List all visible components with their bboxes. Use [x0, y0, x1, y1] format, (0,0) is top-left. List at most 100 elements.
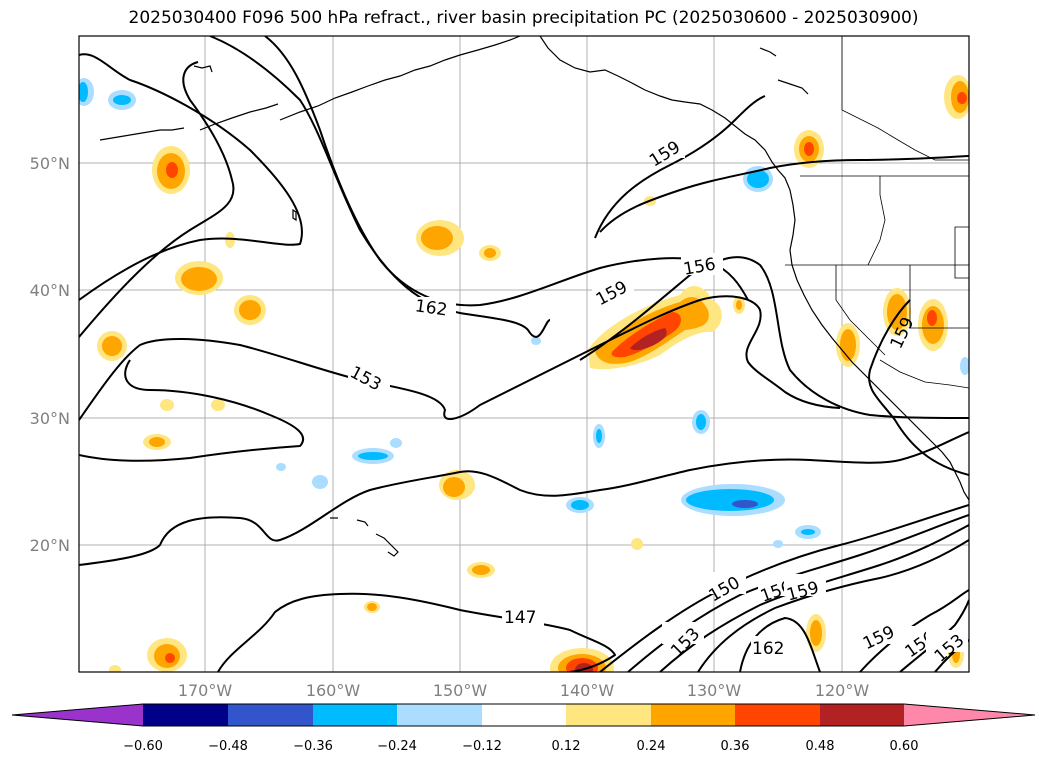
colorbar-outline — [11, 703, 1036, 727]
positive-anomaly-area — [927, 310, 937, 326]
colorbar-segment — [482, 704, 566, 726]
colorbar-label: 0.36 — [721, 739, 750, 754]
colorbar-label: 0.60 — [890, 739, 919, 754]
colorbar-segment — [143, 704, 228, 726]
contour-line — [579, 256, 969, 419]
positive-anomaly-area — [181, 267, 217, 291]
latitude-labels: 50°N 40°N 30°N 20°N — [30, 154, 70, 555]
colorbar-segment — [228, 704, 313, 726]
contour-label: 153 — [346, 362, 384, 395]
positive-anomaly-area — [957, 92, 967, 104]
contour-line — [859, 589, 969, 672]
positive-anomaly-area — [804, 142, 814, 156]
negative-anomaly-area — [531, 337, 541, 345]
positive-anomaly-area — [631, 538, 643, 550]
contour-line — [79, 359, 305, 462]
negative-anomaly-area — [79, 82, 88, 102]
longitude-labels: 170°W 160°W 150°W 140°W 130°W 120°W — [178, 681, 870, 700]
contour-label: 147 — [504, 608, 536, 628]
positive-anomaly-area — [102, 336, 122, 356]
contour-labels: 162 153 159 156 159 147 150 153 156 159 … — [346, 136, 968, 667]
contour-line — [79, 61, 235, 338]
positive-anomaly-area — [109, 665, 121, 672]
negative-anomaly-area — [596, 429, 602, 443]
lat-label: 20°N — [30, 536, 70, 555]
negative-anomaly-area — [801, 529, 815, 535]
lat-label: 40°N — [30, 281, 70, 300]
colorbar: −0.60 −0.48 −0.36 −0.24 −0.12 0.12 0.24 … — [11, 703, 1036, 754]
contour-line — [79, 295, 841, 421]
colorbar-segment — [12, 704, 143, 726]
contour-line — [868, 299, 969, 476]
contour-line — [739, 617, 821, 672]
negative-anomaly-area — [358, 452, 388, 460]
contour-line — [79, 53, 303, 301]
colorbar-segment — [651, 704, 735, 726]
positive-anomaly-area — [239, 300, 261, 320]
contour-label: 156 — [682, 254, 717, 279]
colorbar-segment — [820, 704, 904, 726]
negative-anomaly-area — [390, 438, 402, 448]
lon-label: 120°W — [815, 681, 870, 700]
colorbar-segment — [904, 704, 1035, 726]
negative-anomaly-area — [696, 414, 706, 430]
negative-anomaly-area — [276, 463, 286, 471]
positive-anomaly-area — [165, 653, 175, 663]
refractivity-contours — [79, 36, 969, 672]
negative-anomaly-area — [113, 95, 131, 105]
contour-line — [217, 592, 616, 672]
contour-line — [594, 95, 766, 239]
colorbar-label: 0.12 — [552, 739, 581, 754]
colorbar-label: −0.12 — [462, 739, 502, 754]
lon-label: 170°W — [178, 681, 233, 700]
colorbar-segment — [397, 704, 482, 726]
positive-anomaly-area — [225, 232, 235, 248]
colorbar-label: −0.24 — [377, 739, 417, 754]
lon-label: 140°W — [560, 681, 615, 700]
coastlines — [99, 36, 969, 557]
positive-anomaly-area — [484, 248, 496, 258]
negative-anomaly-area — [773, 540, 783, 548]
contour-line — [264, 36, 749, 307]
positive-anomaly-area — [472, 565, 490, 575]
contour-line — [697, 539, 969, 672]
contour-line — [599, 155, 969, 233]
positive-anomaly-area — [443, 477, 465, 497]
contour-line — [79, 431, 969, 566]
lon-label: 160°W — [306, 681, 361, 700]
negative-anomaly-area — [747, 170, 769, 188]
colorbar-segment — [313, 704, 397, 726]
contour-line — [899, 599, 969, 672]
lon-label: 130°W — [687, 681, 742, 700]
contour-label: 162 — [414, 296, 449, 320]
negative-anomaly-area — [732, 500, 758, 508]
negative-anomaly-area — [960, 357, 969, 375]
positive-anomaly-area — [211, 399, 225, 411]
negative-anomaly-area — [686, 489, 774, 511]
gridlines — [79, 36, 969, 672]
contour-label: 162 — [752, 639, 784, 659]
positive-anomaly-area — [840, 329, 856, 361]
lat-label: 50°N — [30, 154, 70, 173]
positive-anomaly-area — [421, 226, 453, 250]
colorbar-label: −0.48 — [208, 739, 248, 754]
positive-anomaly-area — [736, 300, 742, 310]
map-frame — [78, 35, 970, 673]
colorbar-label: −0.36 — [293, 739, 333, 754]
positive-anomaly-area — [611, 312, 681, 358]
positive-anomaly-area — [367, 603, 377, 611]
colorbar-label: 0.48 — [806, 739, 835, 754]
positive-anomaly-area — [810, 620, 822, 646]
positive-anomaly-area — [149, 437, 165, 447]
colorbar-label: 0.24 — [637, 739, 666, 754]
contour-line — [599, 504, 969, 672]
lat-label: 30°N — [30, 409, 70, 428]
precipitation-anomaly-shading — [79, 75, 969, 672]
positive-anomaly-area — [160, 399, 174, 411]
colorbar-label: −0.60 — [123, 739, 163, 754]
colorbar-segment — [566, 704, 651, 726]
negative-anomaly-area — [312, 475, 328, 489]
lon-label: 150°W — [433, 681, 488, 700]
map-title: 2025030400 F096 500 hPa refract., river … — [128, 8, 919, 28]
